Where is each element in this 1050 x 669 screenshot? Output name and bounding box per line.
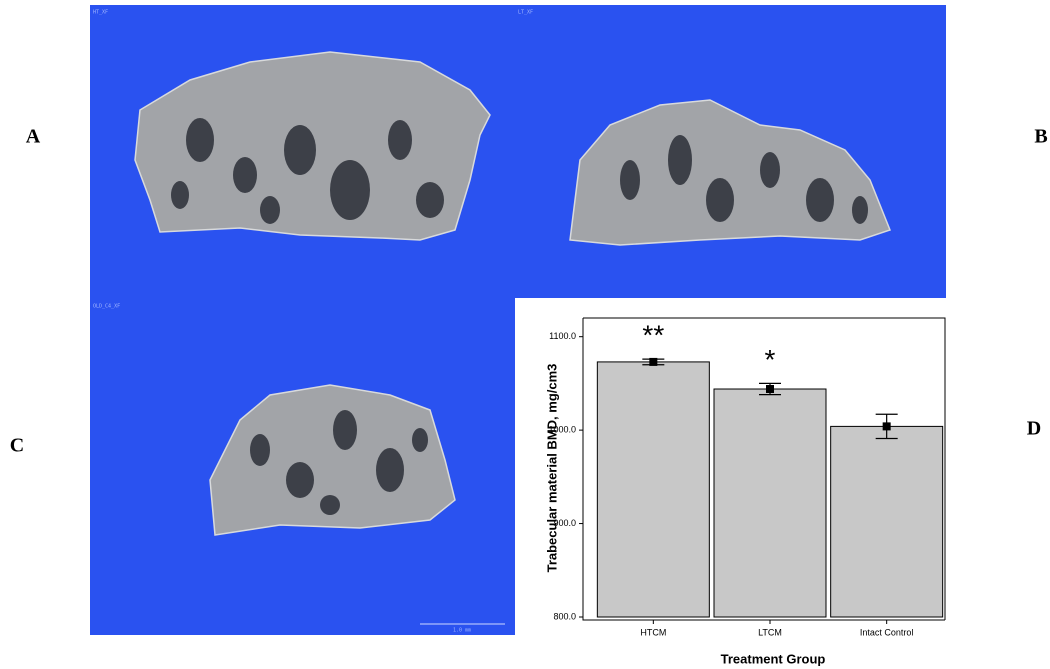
scale-label: 1.0 mm	[453, 628, 471, 634]
panel-caption: OLD_C4_XF	[93, 304, 120, 310]
x-tick-label: Intact Control	[860, 627, 914, 637]
y-tick-label: 1100.0	[549, 331, 576, 341]
mean-marker	[649, 358, 657, 366]
x-tick-label: LTCM	[758, 627, 782, 637]
figure: HT_XF LT_XF OLD_C4_XF 1.0 mm A B C D Tra…	[0, 0, 1050, 669]
bar	[597, 362, 709, 617]
x-axis-title: Treatment Group	[721, 651, 826, 666]
panel-letter: B	[1034, 126, 1047, 148]
bar	[714, 389, 826, 617]
significance-label: *	[765, 344, 776, 375]
panel-caption: HT_XF	[93, 10, 108, 16]
y-axis-title: Trabecular material BMD, mg/cm3	[544, 364, 559, 573]
x-tick-label: HTCM	[640, 627, 666, 637]
panel-letter: A	[26, 126, 41, 148]
significance-label: **	[642, 320, 664, 351]
mean-marker	[883, 422, 891, 430]
panel-caption: LT_XF	[518, 10, 533, 16]
bar	[831, 426, 943, 617]
mean-marker	[766, 385, 774, 393]
bone-structure	[135, 52, 490, 240]
y-tick-label: 1000.0	[548, 425, 576, 435]
y-tick-label: 900.0	[553, 518, 576, 528]
panel-letter: C	[10, 435, 24, 457]
panel-letter: D	[1027, 418, 1041, 440]
y-tick-label: 800.0	[553, 611, 576, 621]
